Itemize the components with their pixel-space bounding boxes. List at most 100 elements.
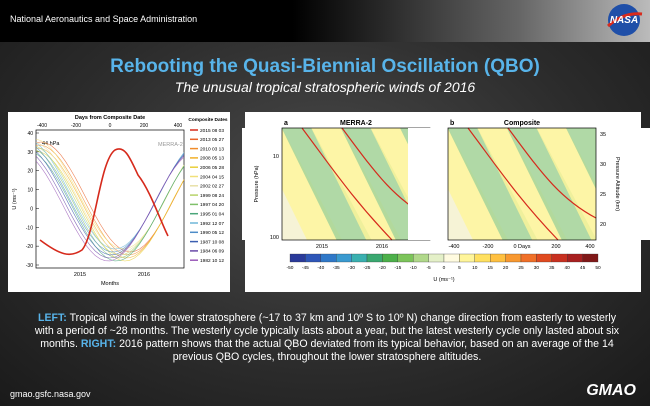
y2-axis-label: Pressure Altitude (km)	[614, 157, 620, 211]
colorbar-tick-label: -15	[394, 265, 401, 271]
y-tick-label: 30	[27, 150, 33, 156]
legend-label: 1990 05 12	[200, 230, 224, 236]
legend-label: 2006 05 28	[200, 165, 224, 171]
colorbar-cell	[567, 253, 583, 263]
colorbar-tick-label: 35	[549, 265, 555, 271]
panel-title: MERRA-2	[340, 120, 372, 127]
colorbar-cell	[505, 253, 522, 263]
contour-mask-gap	[431, 128, 447, 240]
colorbar-cell	[366, 253, 383, 263]
legend-label: 2010 03 13	[200, 146, 224, 152]
composite-curve	[35, 156, 185, 262]
top-tick-label: -400	[37, 123, 47, 129]
x-tick-label: 200	[551, 244, 560, 250]
colorbar-cell	[320, 253, 337, 263]
colorbar-label: U (ms⁻¹)	[433, 277, 454, 283]
subtitle: The unusual tropical stratospheric winds…	[174, 79, 476, 95]
caption-left-label: LEFT:	[37, 312, 67, 324]
header-band	[0, 0, 650, 42]
legend-label: 2015 08 03	[200, 128, 224, 134]
colorbar-tick-label: 15	[488, 265, 494, 271]
panel-title: Composite	[504, 120, 540, 127]
colorbar-tick-label: -20	[379, 265, 386, 271]
y-axis-label: Pressure (hPa)	[254, 165, 260, 202]
legend-label: 1984 06 09	[200, 249, 224, 255]
caption: LEFT: Tropical winds in the lower strato…	[32, 312, 622, 364]
colorbar-cell	[490, 253, 506, 263]
colorbar-cell	[413, 253, 429, 263]
colorbar-tick-label: -25	[364, 265, 371, 271]
colorbar-tick-label: 40	[565, 265, 571, 271]
legend-label: 1982 10 12	[200, 258, 224, 264]
colorbar-tick-label: 25	[518, 265, 524, 271]
agency-name: National Aeronautics and Space Administr…	[10, 14, 198, 24]
caption-right-label: RIGHT:	[80, 338, 117, 350]
left-plot-frame	[35, 129, 185, 269]
colorbar-cell	[336, 253, 352, 263]
colorbar-tick-label: 0	[443, 265, 446, 271]
colorbar-cell	[443, 253, 460, 263]
legend-title: Composite Dates	[188, 117, 228, 123]
contour-band	[447, 128, 538, 240]
gmao-logo: GMAO	[586, 382, 636, 399]
caption-right-text: 2016 pattern shows that the actual QBO d…	[119, 338, 614, 363]
y2-tick-label: 30	[600, 162, 606, 168]
level-label: 44 hPa	[42, 141, 60, 147]
colorbar-cell	[397, 253, 414, 263]
colorbar-tick-label: -35	[333, 265, 340, 271]
colorbar-cell	[474, 253, 491, 263]
contour-band	[281, 128, 372, 240]
x-tick-label: -200	[482, 244, 493, 250]
colorbar-cell	[520, 253, 537, 263]
colorbar-cell	[305, 253, 321, 263]
x-tick-label: 2015	[74, 272, 86, 278]
y-tick-label: 0	[30, 206, 33, 212]
contour-line	[467, 127, 559, 241]
legend-label: 1997 04 20	[200, 202, 224, 208]
colorbar-cell	[582, 253, 599, 263]
colorbar-tick-label: 50	[595, 265, 601, 271]
top-tick-label: -200	[71, 123, 81, 129]
colorbar-tick-label: 5	[458, 265, 461, 271]
legend-label: 2013 05 27	[200, 137, 224, 143]
y-tick-label: 10	[27, 188, 33, 194]
source-label: MERRA-2	[158, 142, 183, 148]
colorbar-tick-label: -40	[317, 265, 324, 271]
top-tick-label: 0	[109, 123, 112, 129]
colorbar-tick-label: -50	[287, 265, 294, 271]
legend-label: 1995 01 04	[200, 212, 224, 218]
colorbar-cell	[351, 253, 368, 263]
colorbar-cell	[459, 253, 475, 263]
y-tick-label: -20	[26, 244, 33, 250]
x-tick-label: 2016	[376, 244, 388, 250]
contour-band	[311, 128, 402, 240]
x-tick-label: 400	[585, 244, 594, 250]
colorbar-tick-label: -30	[348, 265, 355, 271]
y-tick-label: -10	[26, 225, 33, 231]
y2-tick-label: 35	[600, 132, 606, 138]
y2-tick-label: 25	[600, 192, 606, 198]
y-tick-label: 100	[270, 235, 279, 241]
nasa-logo-text: NASA	[610, 15, 638, 26]
composite-curve	[35, 150, 185, 262]
colorbar-tick-label: -5	[426, 265, 431, 271]
colorbar-tick-label: 10	[472, 265, 478, 271]
legend-label: 1999 08 24	[200, 193, 224, 199]
legend-label: 2008 05 13	[200, 156, 224, 162]
colorbar-tick-label: 45	[580, 265, 586, 271]
current-curve	[39, 148, 169, 256]
legend-label: 2004 04 15	[200, 174, 224, 180]
contour-mask-r	[596, 128, 650, 240]
y-axis-label: U (ms⁻¹)	[12, 188, 18, 209]
top-tick-label: 400	[174, 123, 183, 129]
colorbar-tick-label: 30	[534, 265, 540, 271]
y-tick-label: 10	[273, 154, 279, 160]
footer-url: gmao.gsfc.nasa.gov	[10, 389, 91, 399]
y2-tick-label: 20	[600, 222, 606, 228]
colorbar-tick-label: 20	[503, 265, 509, 271]
legend-label: 1987 10 08	[200, 239, 224, 245]
y-tick-label: 40	[27, 131, 33, 137]
colorbar-tick-label: -10	[410, 265, 417, 271]
panel-letter: b	[450, 120, 454, 127]
